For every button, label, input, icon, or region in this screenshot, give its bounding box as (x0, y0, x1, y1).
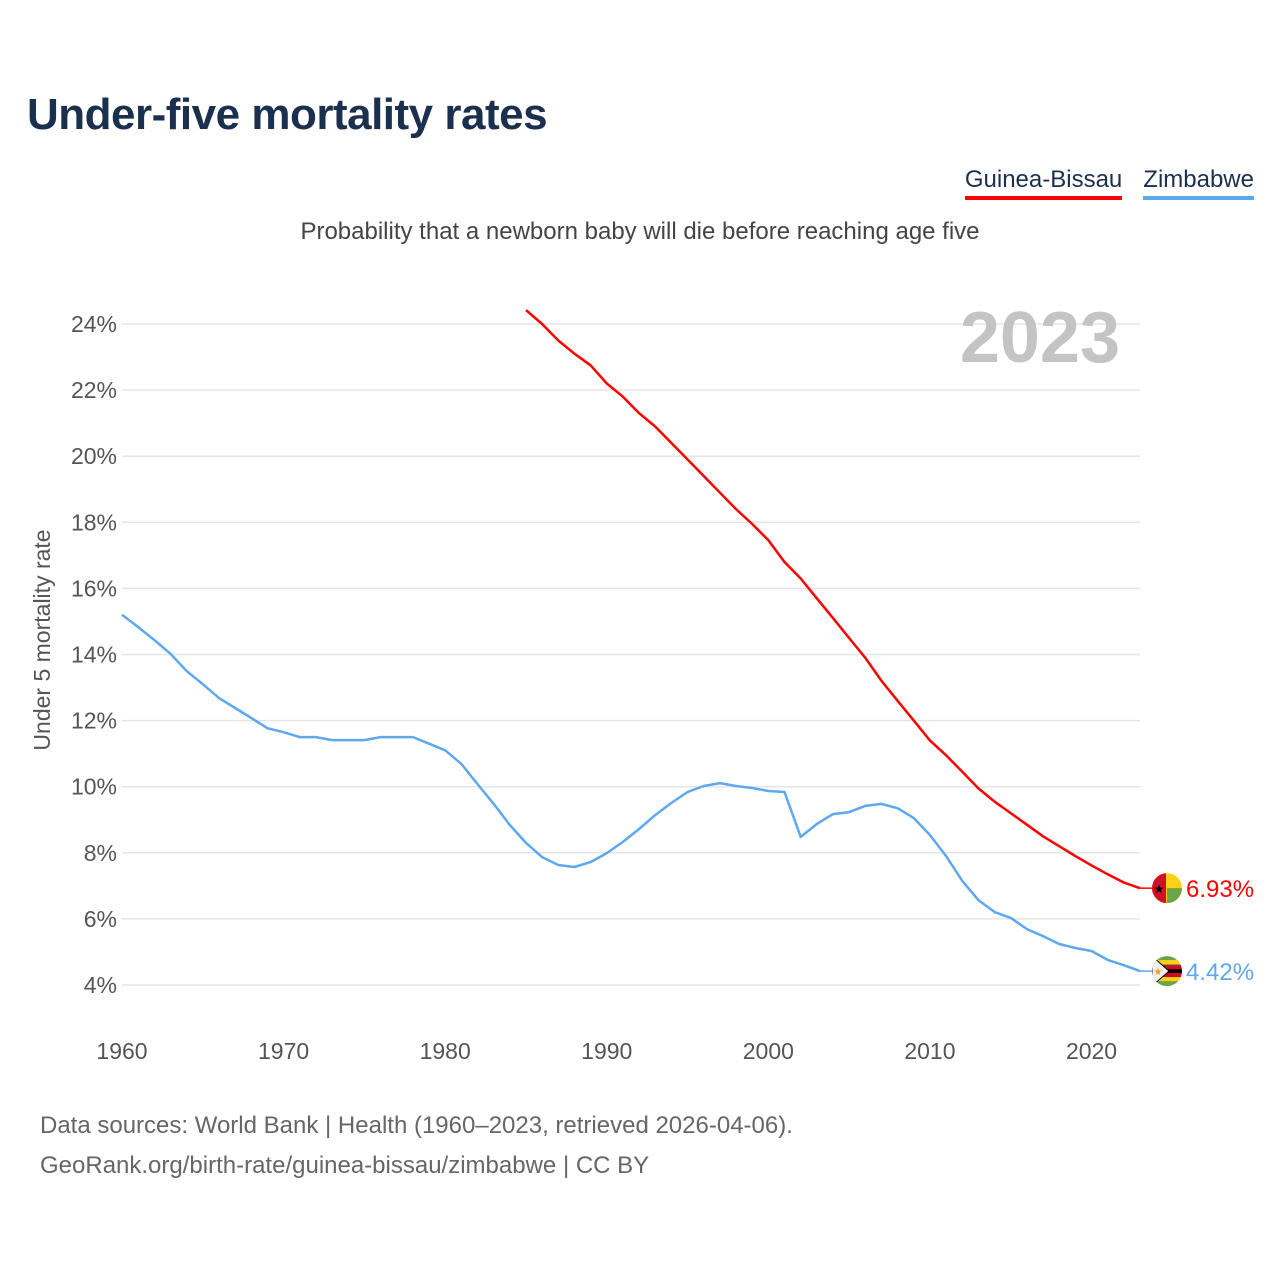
year-watermark: 2023 (960, 298, 1120, 378)
end-value-label: 4.42% (1186, 959, 1254, 986)
series-line-guinea-bissau (525, 309, 1141, 890)
guinea-bissau-flag-icon: ★ (1152, 873, 1182, 904)
y-tick-label: 24% (71, 311, 117, 337)
page-title: Under-five mortality rates (27, 90, 548, 139)
series-line-zimbabwe (121, 613, 1141, 973)
legend-item-guinea-bissau[interactable]: Guinea-Bissau (964, 166, 1123, 200)
end-value-label: 6.93% (1186, 876, 1254, 903)
data-source-text: Data sources: World Bank | Health (1960–… (40, 1112, 793, 1139)
y-tick-label: 20% (71, 443, 117, 469)
y-tick-label: 14% (71, 642, 117, 668)
x-tick-label: 1970 (258, 1038, 309, 1064)
footer: Data sources: World Bank | Health (1960–… (40, 1106, 793, 1186)
x-tick-label: 1990 (581, 1038, 632, 1064)
y-tick-label: 18% (71, 509, 117, 535)
x-tick-label: 1960 (96, 1038, 147, 1064)
source-link[interactable]: GeoRank.org/birth-rate/guinea-bissau/zim… (40, 1152, 650, 1179)
svg-text:★: ★ (1154, 967, 1163, 978)
y-tick-label: 10% (71, 774, 117, 800)
legend: Guinea-Bissau Zimbabwe (964, 166, 1254, 200)
y-tick-label: 12% (71, 708, 117, 734)
x-tick-label: 2010 (904, 1038, 955, 1064)
y-tick-label: 6% (84, 906, 117, 932)
chart-subtitle: Probability that a newborn baby will die… (300, 218, 980, 245)
y-tick-label: 22% (71, 377, 117, 403)
x-tick-label: 1980 (420, 1038, 471, 1064)
y-tick-label: 4% (84, 972, 117, 998)
legend-item-zimbabwe[interactable]: Zimbabwe (1143, 166, 1254, 200)
zimbabwe-flag-icon: ★ (1152, 956, 1182, 987)
y-axis-label: Under 5 mortality rate (29, 529, 55, 750)
y-tick-label: 16% (71, 575, 117, 601)
x-tick-label: 2020 (1066, 1038, 1117, 1064)
svg-text:★: ★ (1154, 882, 1165, 896)
x-tick-label: 2000 (743, 1038, 794, 1064)
y-tick-label: 8% (84, 840, 117, 866)
